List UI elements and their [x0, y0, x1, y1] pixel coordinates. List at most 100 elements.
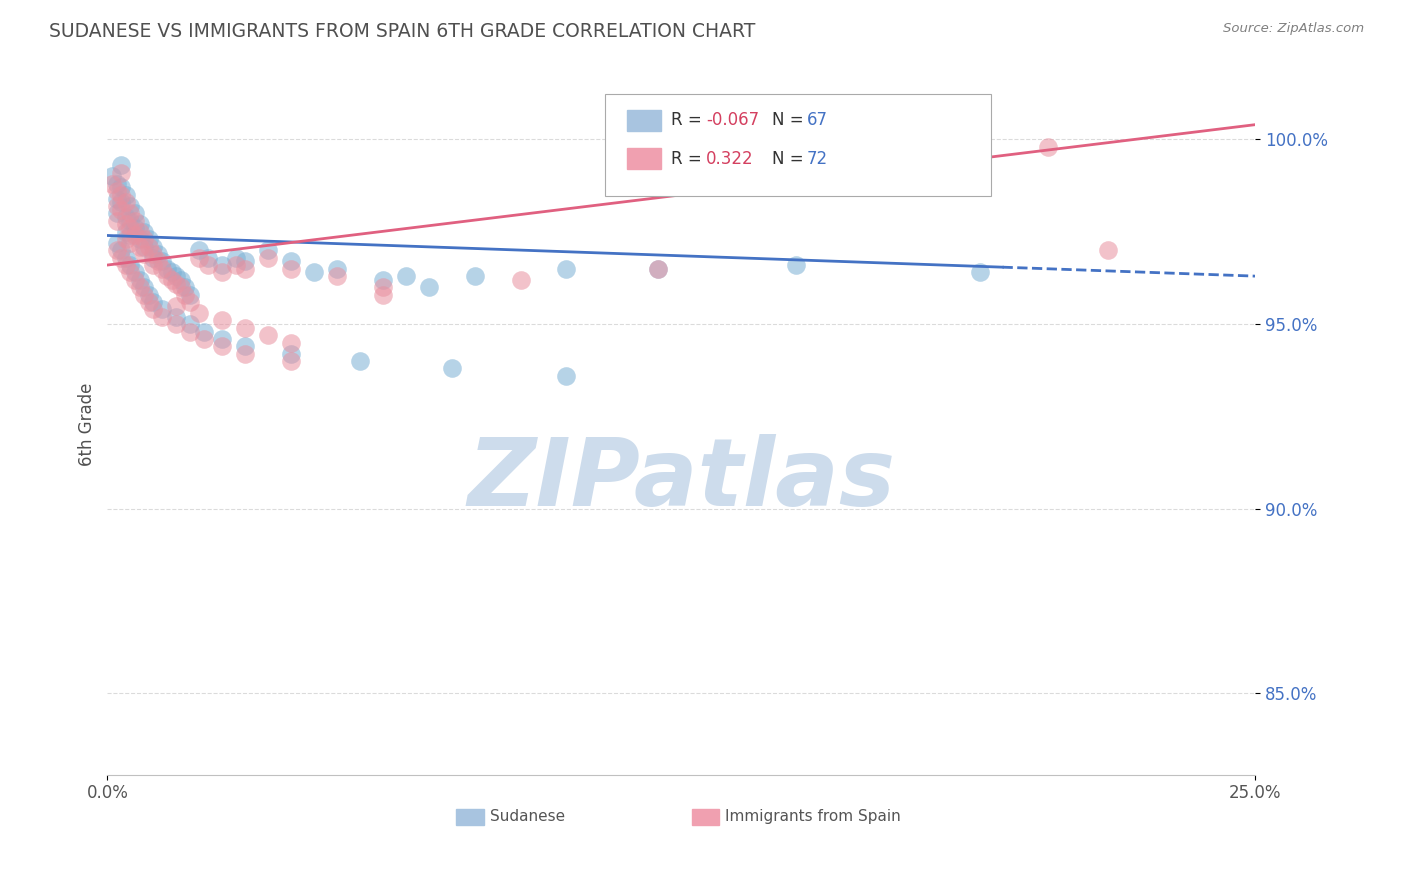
- Point: [146, 247, 169, 261]
- Y-axis label: 6th Grade: 6th Grade: [79, 382, 96, 466]
- Point: [371, 280, 394, 294]
- Point: [120, 213, 142, 227]
- Point: [257, 251, 280, 265]
- Point: [211, 332, 233, 346]
- Point: [152, 310, 174, 324]
- Point: [233, 346, 256, 360]
- Point: [114, 195, 136, 210]
- Point: [179, 325, 201, 339]
- Point: [114, 187, 136, 202]
- Point: [280, 261, 302, 276]
- Point: [114, 218, 136, 232]
- Point: [132, 239, 155, 253]
- Point: [233, 321, 256, 335]
- Point: [142, 302, 165, 317]
- Point: [110, 166, 132, 180]
- Text: R =: R =: [671, 150, 707, 168]
- Text: -0.067: -0.067: [706, 112, 759, 129]
- Point: [170, 280, 193, 294]
- Point: [105, 199, 128, 213]
- Point: [302, 265, 325, 279]
- Point: [188, 244, 211, 258]
- Point: [138, 232, 160, 246]
- Point: [105, 213, 128, 227]
- Point: [211, 339, 233, 353]
- Point: [138, 239, 160, 253]
- Point: [165, 317, 187, 331]
- Point: [647, 261, 669, 276]
- Point: [110, 180, 132, 194]
- Point: [211, 313, 233, 327]
- Point: [280, 346, 302, 360]
- Point: [120, 228, 142, 243]
- FancyBboxPatch shape: [692, 809, 718, 824]
- Point: [132, 287, 155, 301]
- Point: [280, 254, 302, 268]
- Point: [188, 251, 211, 265]
- Text: R =: R =: [671, 112, 707, 129]
- Point: [142, 247, 165, 261]
- Point: [233, 339, 256, 353]
- Point: [124, 221, 146, 235]
- Point: [132, 232, 155, 246]
- Point: [114, 225, 136, 239]
- Point: [120, 235, 142, 250]
- Text: Source: ZipAtlas.com: Source: ZipAtlas.com: [1223, 22, 1364, 36]
- Point: [156, 269, 179, 284]
- Point: [120, 265, 142, 279]
- Point: [326, 261, 349, 276]
- Point: [152, 261, 174, 276]
- Point: [142, 295, 165, 310]
- Point: [179, 295, 201, 310]
- Point: [114, 258, 136, 272]
- Point: [179, 317, 201, 331]
- Point: [146, 254, 169, 268]
- Point: [464, 269, 486, 284]
- Point: [101, 169, 124, 184]
- Point: [197, 251, 219, 265]
- Point: [132, 225, 155, 239]
- Point: [124, 213, 146, 227]
- Point: [280, 354, 302, 368]
- Text: 72: 72: [807, 150, 828, 168]
- Point: [326, 269, 349, 284]
- Point: [110, 251, 132, 265]
- Point: [371, 287, 394, 301]
- Point: [257, 328, 280, 343]
- Text: SUDANESE VS IMMIGRANTS FROM SPAIN 6TH GRADE CORRELATION CHART: SUDANESE VS IMMIGRANTS FROM SPAIN 6TH GR…: [49, 22, 755, 41]
- Point: [179, 287, 201, 301]
- Point: [418, 280, 440, 294]
- Point: [555, 368, 578, 383]
- Point: [105, 177, 128, 191]
- Point: [120, 199, 142, 213]
- Point: [120, 258, 142, 272]
- Point: [110, 244, 132, 258]
- Point: [165, 277, 187, 291]
- Point: [138, 295, 160, 310]
- Text: Sudanese: Sudanese: [489, 809, 565, 824]
- Point: [440, 361, 463, 376]
- Point: [188, 306, 211, 320]
- Point: [128, 218, 150, 232]
- Point: [160, 265, 183, 279]
- Point: [124, 228, 146, 243]
- Point: [647, 261, 669, 276]
- Point: [128, 280, 150, 294]
- Point: [349, 354, 371, 368]
- Point: [211, 258, 233, 272]
- Point: [174, 280, 197, 294]
- Point: [142, 239, 165, 253]
- Point: [128, 273, 150, 287]
- Point: [114, 210, 136, 224]
- Point: [233, 254, 256, 268]
- Point: [165, 269, 187, 284]
- Point: [124, 206, 146, 220]
- Text: ZIPatlas: ZIPatlas: [467, 434, 896, 526]
- Point: [170, 273, 193, 287]
- Point: [197, 258, 219, 272]
- Point: [110, 202, 132, 217]
- Point: [128, 225, 150, 239]
- Point: [165, 299, 187, 313]
- Point: [120, 221, 142, 235]
- Point: [105, 192, 128, 206]
